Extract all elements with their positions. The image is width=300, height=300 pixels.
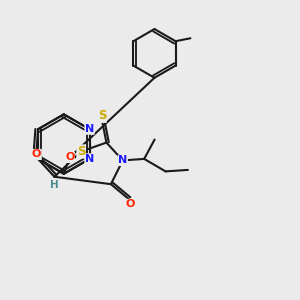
Text: N: N <box>118 155 128 165</box>
Text: S: S <box>77 145 85 158</box>
Text: O: O <box>32 149 41 160</box>
Text: N: N <box>85 124 94 134</box>
Text: S: S <box>98 109 106 122</box>
Text: O: O <box>125 200 135 209</box>
Text: N: N <box>85 154 94 164</box>
Text: O: O <box>65 152 74 162</box>
Text: H: H <box>50 180 59 190</box>
